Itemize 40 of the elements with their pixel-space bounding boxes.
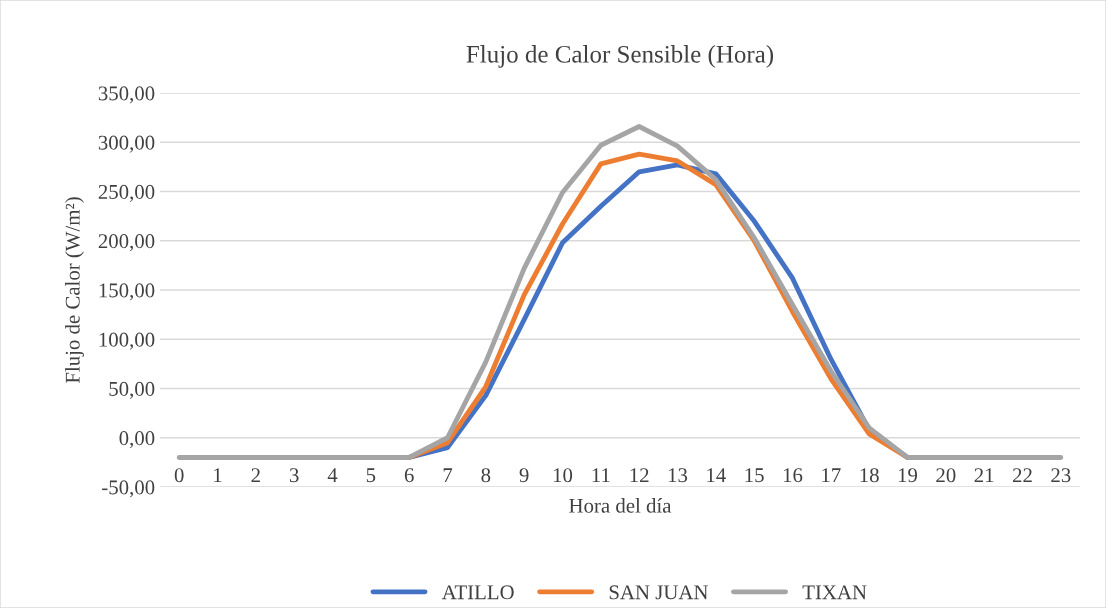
- y-tick-label: 100,00: [99, 332, 155, 350]
- legend-label: SAN JUAN: [609, 585, 708, 600]
- x-tick-label: 18: [860, 468, 879, 483]
- x-tick-label: 21: [974, 468, 994, 483]
- line-series: [176, 124, 1064, 460]
- legend-label: TIXAN: [802, 585, 867, 600]
- x-tick-label: 14: [707, 468, 726, 483]
- x-tick-label: 22: [1013, 468, 1032, 483]
- x-tick-label: 12: [630, 468, 649, 483]
- x-tick-label: 16: [783, 468, 803, 483]
- x-tick-label: 19: [898, 468, 918, 483]
- x-tick-label: 3: [289, 468, 299, 483]
- y-axis-title: Flujo de Calor (W/m²): [65, 197, 84, 384]
- x-tick-label: 8: [481, 468, 491, 483]
- x-tick-label: 1: [214, 468, 222, 483]
- x-tick-label: 5: [366, 468, 376, 483]
- x-tick-label: 9: [519, 468, 529, 483]
- x-tick-label: 7: [443, 468, 453, 483]
- x-axis-title: Hora del día: [569, 498, 672, 513]
- x-tick-label: 10: [553, 468, 573, 483]
- y-tick-label: 200,00: [98, 234, 155, 252]
- x-tick-label: 11: [592, 468, 610, 483]
- x-tick-label: 23: [1051, 468, 1071, 483]
- chart-title: Flujo de Calor Sensible (Hora): [466, 45, 774, 68]
- y-tick-label: 150,00: [99, 283, 155, 301]
- y-tick-label: 350,00: [98, 86, 155, 104]
- x-tick-label: 17: [822, 468, 841, 483]
- y-tick-label: 250,00: [98, 184, 155, 202]
- y-tick-label: 300,00: [98, 135, 155, 153]
- x-tick-label: 15: [745, 468, 764, 483]
- x-tick-label: 13: [668, 468, 688, 483]
- x-tick-label: 6: [404, 468, 414, 483]
- x-tick-label: 4: [327, 468, 338, 483]
- x-tick-label: 2: [251, 468, 260, 483]
- y-tick-label: 50,00: [109, 381, 155, 399]
- y-tick-label: 0,00: [119, 431, 155, 449]
- legend-label: ATILLO: [441, 585, 514, 600]
- x-tick-label: 20: [936, 468, 956, 483]
- y-tick-label: -50,00: [102, 480, 155, 498]
- x-tick-label: 0: [174, 468, 184, 483]
